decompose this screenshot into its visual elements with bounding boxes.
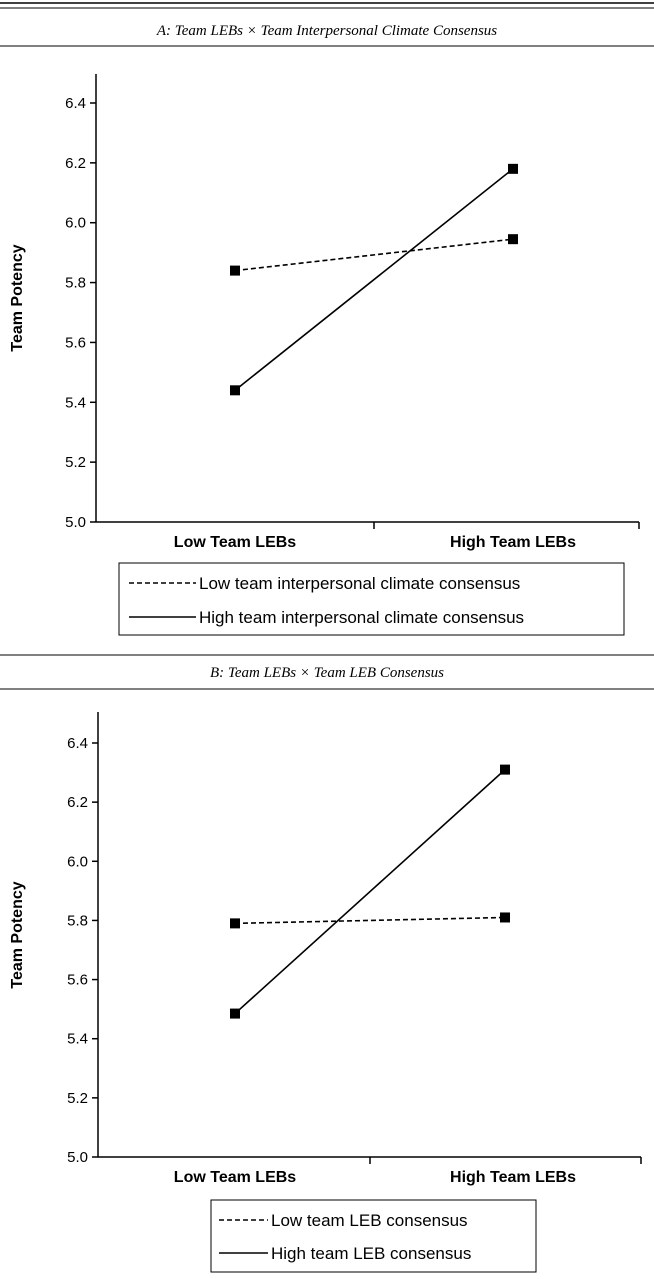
- panel-b-series-dashed-point-low: [230, 918, 240, 929]
- panel-a-category-low: Low Team LEBs: [174, 534, 296, 551]
- panel-a-y-axis-title: Team Potency: [9, 244, 26, 351]
- panel-a-series-dashed-point-high: [508, 234, 518, 245]
- panel-b: B: Team LEBs × Team LEB Consensus 5.0 5.2…: [0, 665, 654, 1273]
- panel-b-ytick-label: 5.8: [67, 912, 88, 929]
- panel-a-series-solid-point-low: [230, 385, 240, 396]
- panel-b-series-line-solid: [234, 769, 506, 1015]
- panel-a-ytick-label: 6.0: [65, 215, 86, 232]
- panel-b-series-solid-point-high: [500, 764, 510, 775]
- panel-b-ytick-label: 6.0: [67, 853, 88, 870]
- panel-b-legend-label-low: Low team LEB consensus: [271, 1211, 468, 1230]
- panel-a-title: A: Team LEBs × Team Interpersonal Climat…: [156, 23, 497, 39]
- panel-a-plot: 5.0 5.2 5.4 5.6 5.8 6.0 6.2 6.4 Team Potency Lo…: [9, 74, 640, 551]
- panel-a-series-dashed-point-low: [230, 265, 240, 276]
- panel-b-ytick-label: 5.4: [67, 1031, 88, 1048]
- panel-b-series-line-dashed: [234, 916, 506, 925]
- panel-b-ytick-label: 6.4: [67, 735, 88, 752]
- panel-a-ytick-label: 5.0: [65, 514, 86, 531]
- panel-a-ytick-label: 6.2: [65, 155, 86, 172]
- panel-a-series-line-dashed: [234, 238, 514, 272]
- panel-b-yticks: 5.0 5.2 5.4 5.6 5.8 6.0 6.2 6.4: [67, 735, 98, 1166]
- panel-a-ytick-label: 5.4: [65, 394, 86, 411]
- panel-a-ytick-label: 5.2: [65, 454, 86, 471]
- panel-b-ytick-label: 6.2: [67, 794, 88, 811]
- panel-b-ytick-label: 5.0: [67, 1149, 88, 1166]
- panel-a-yticks: 5.0 5.2 5.4 5.6 5.8 6.0 6.2 6.4: [65, 95, 96, 531]
- panel-b-legend-box: [210, 1199, 537, 1273]
- panel-a-ytick-label: 5.6: [65, 334, 86, 351]
- panel-b-y-axis-title: Team Potency: [9, 881, 26, 988]
- panel-b-series-solid-point-low: [230, 1008, 240, 1019]
- panel-a-legend-box: [118, 562, 625, 636]
- panel-b-category-low: Low Team LEBs: [174, 1169, 296, 1186]
- panel-a-series-solid-point-high: [508, 163, 518, 174]
- panel-b-ytick-label: 5.2: [67, 1090, 88, 1107]
- panel-a-series-line-solid: [234, 168, 514, 391]
- panel-b-title: B: Team LEBs × Team LEB Consensus: [210, 665, 444, 681]
- panel-a-series: [230, 163, 518, 396]
- panel-a-legend-label-low: Low team interpersonal climate consensus: [199, 574, 520, 593]
- panel-b-legend: Low team LEB consensus High team LEB con…: [210, 1199, 537, 1273]
- panel-b-series: [230, 764, 510, 1019]
- panel-b-xtick-marks: [369, 1157, 642, 1164]
- panel-a-category-high: High Team LEBs: [450, 534, 576, 551]
- panel-a-ytick-label: 5.8: [65, 275, 86, 292]
- panel-b-plot: 5.0 5.2 5.4 5.6 5.8 6.0 6.2 6.4 Team Potency Lo…: [9, 712, 642, 1186]
- panel-a-ytick-label: 6.4: [65, 95, 86, 112]
- panel-a-legend-label-high: High team interpersonal climate consensu…: [199, 608, 524, 627]
- panel-a: A: Team LEBs × Team Interpersonal Climat…: [0, 23, 654, 636]
- panel-b-legend-label-high: High team LEB consensus: [271, 1244, 471, 1263]
- panel-a-xtick-marks: [373, 522, 640, 529]
- panel-a-legend: Low team interpersonal climate consensus…: [118, 562, 625, 636]
- panel-b-ytick-label: 5.6: [67, 972, 88, 989]
- panel-b-series-dashed-point-high: [500, 912, 510, 923]
- panel-b-category-high: High Team LEBs: [450, 1169, 576, 1186]
